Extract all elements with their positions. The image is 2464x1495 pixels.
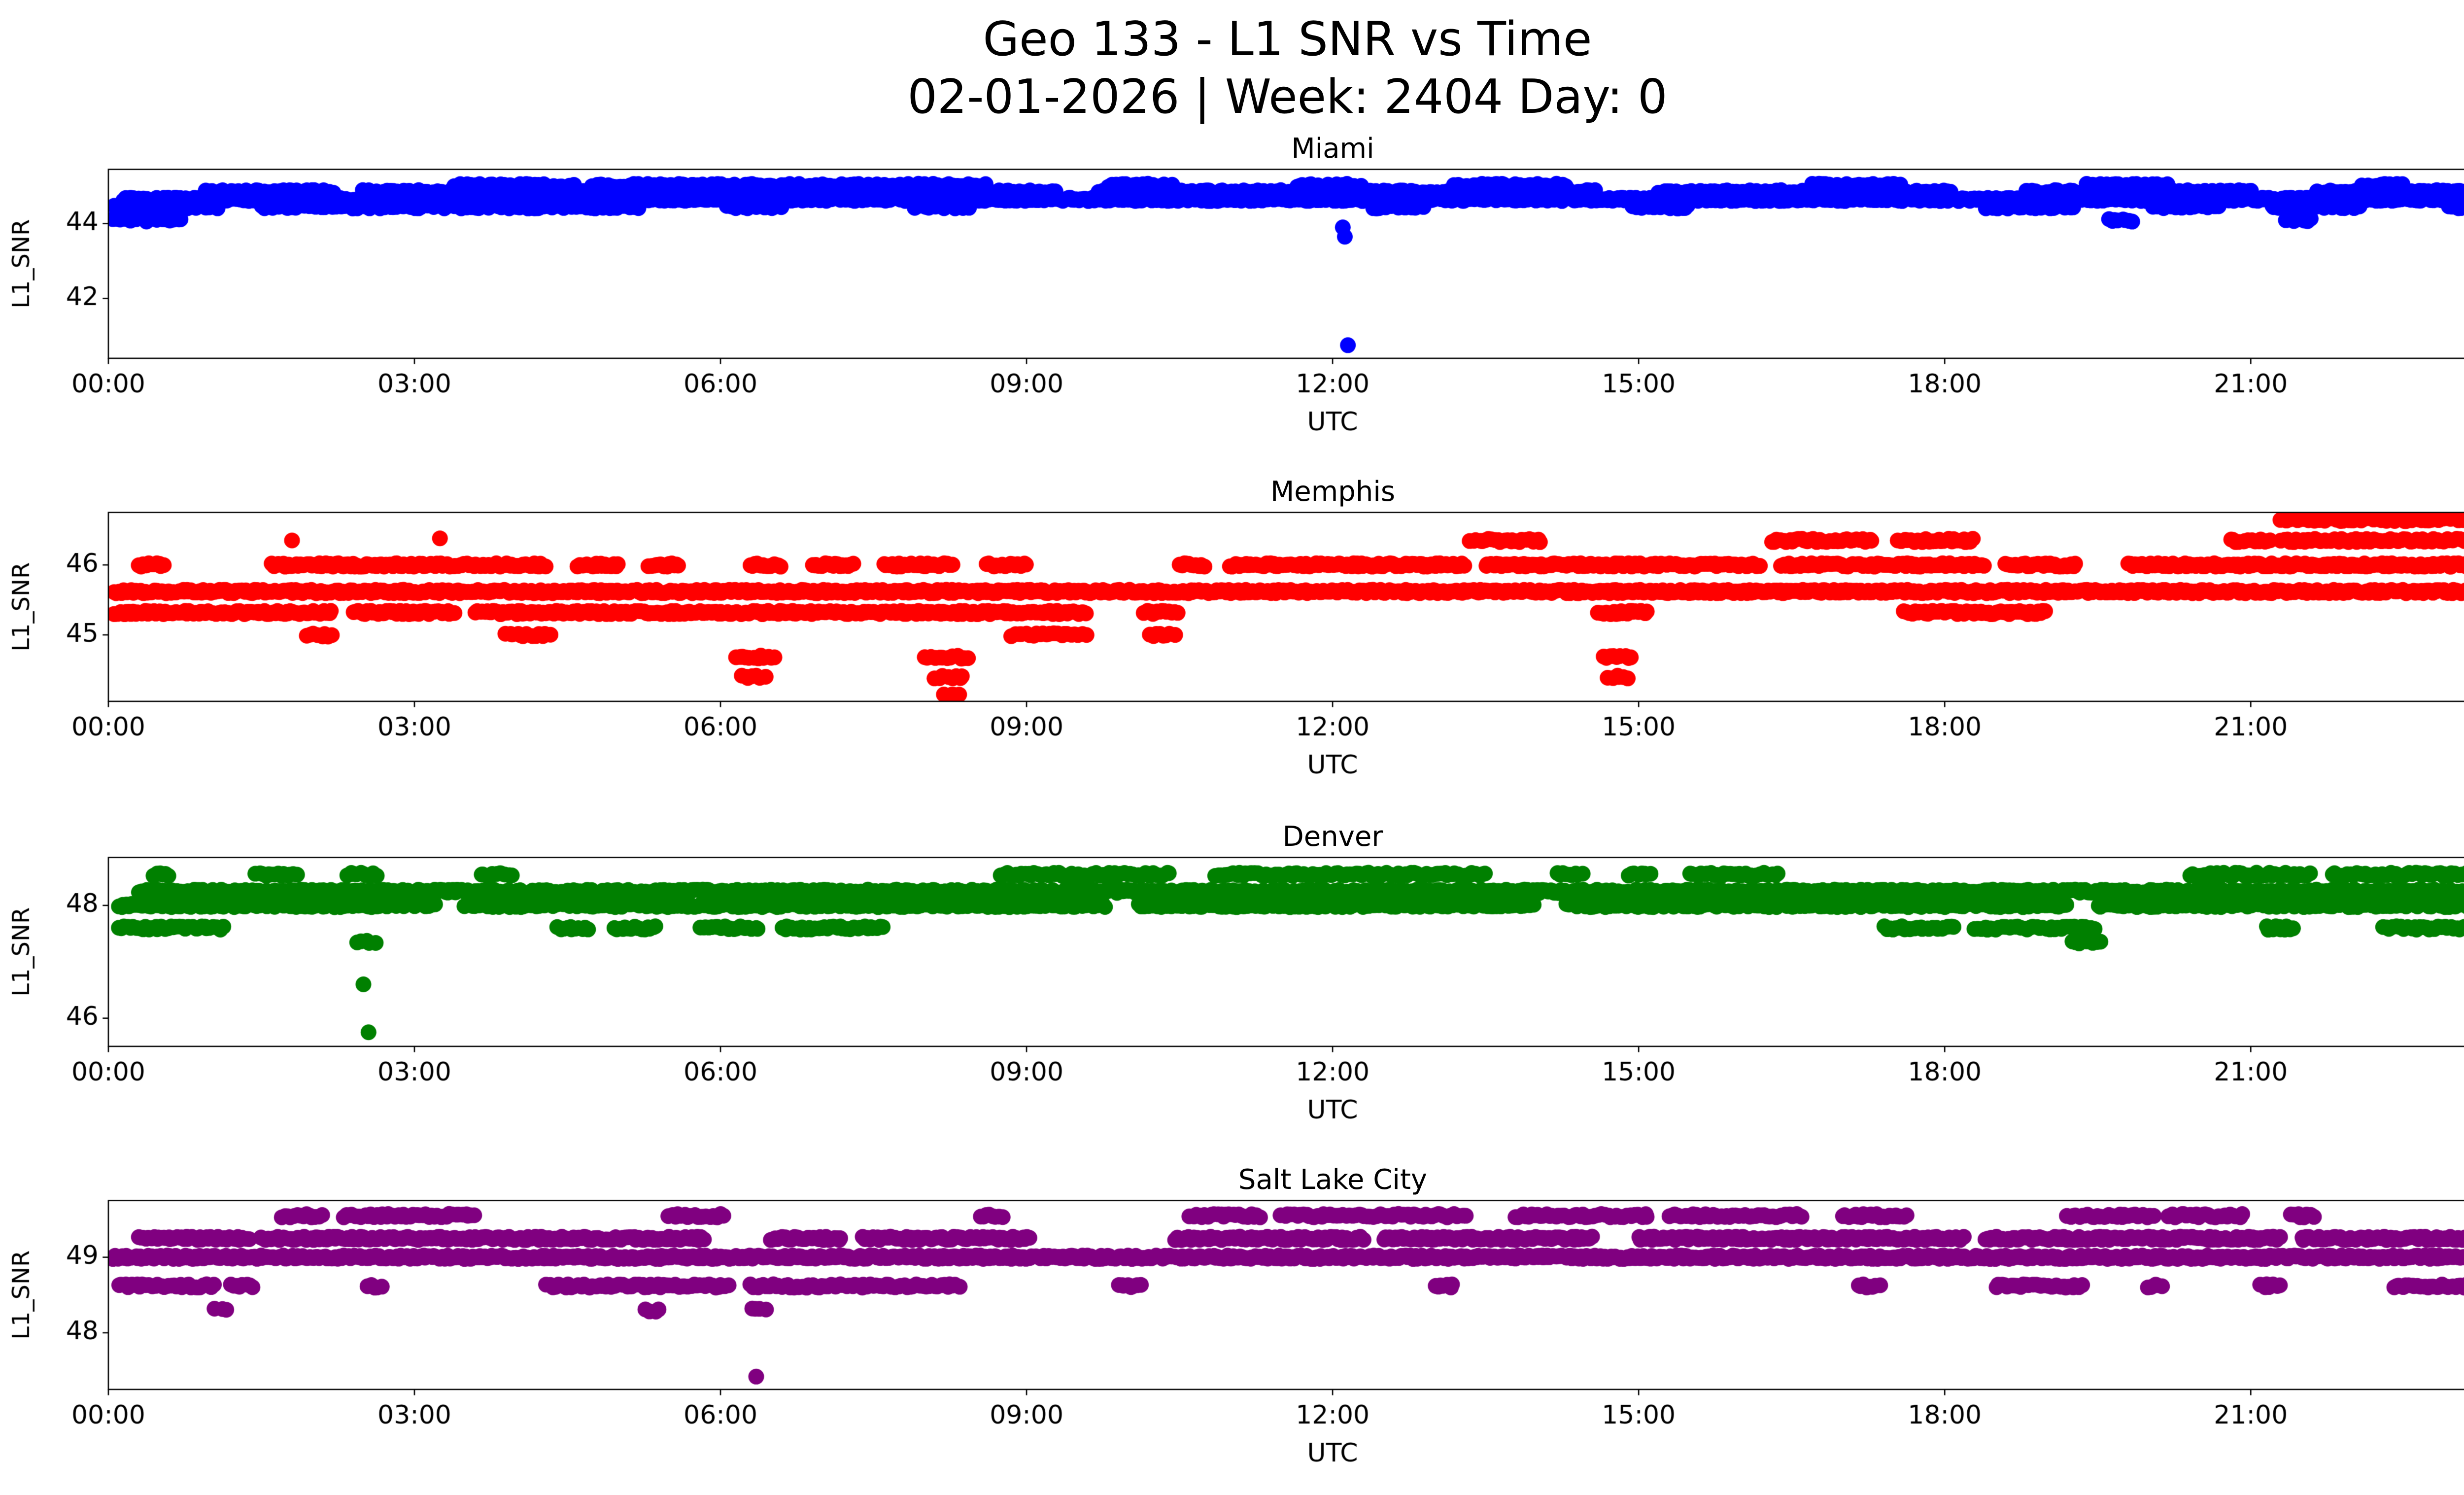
figure-title: Geo 133 - L1 SNR vs Time 02-01-2026 | We… — [0, 11, 2464, 126]
subplot-memphis: Memphis — [0, 475, 2464, 789]
subplot-title-memphis: Memphis — [1270, 476, 1396, 508]
subplot-miami: Miami — [0, 132, 2464, 446]
subplot-title-salt-lake-city: Salt Lake City — [1238, 1164, 1428, 1196]
figure-title-line2: 02-01-2026 | Week: 2404 Day: 0 — [907, 70, 1668, 124]
subplot-denver: Denver — [0, 820, 2464, 1134]
subplot-title-miami: Miami — [1291, 133, 1374, 165]
scatter-plot-memphis — [0, 509, 2464, 789]
scatter-plot-denver — [0, 854, 2464, 1134]
subplot-title-denver: Denver — [1282, 821, 1383, 853]
figure-title-line1: Geo 133 - L1 SNR vs Time — [983, 12, 1592, 67]
scatter-plot-miami — [0, 166, 2464, 446]
subplot-salt-lake-city: Salt Lake City — [0, 1163, 2464, 1477]
scatter-plot-salt-lake-city — [0, 1197, 2464, 1477]
